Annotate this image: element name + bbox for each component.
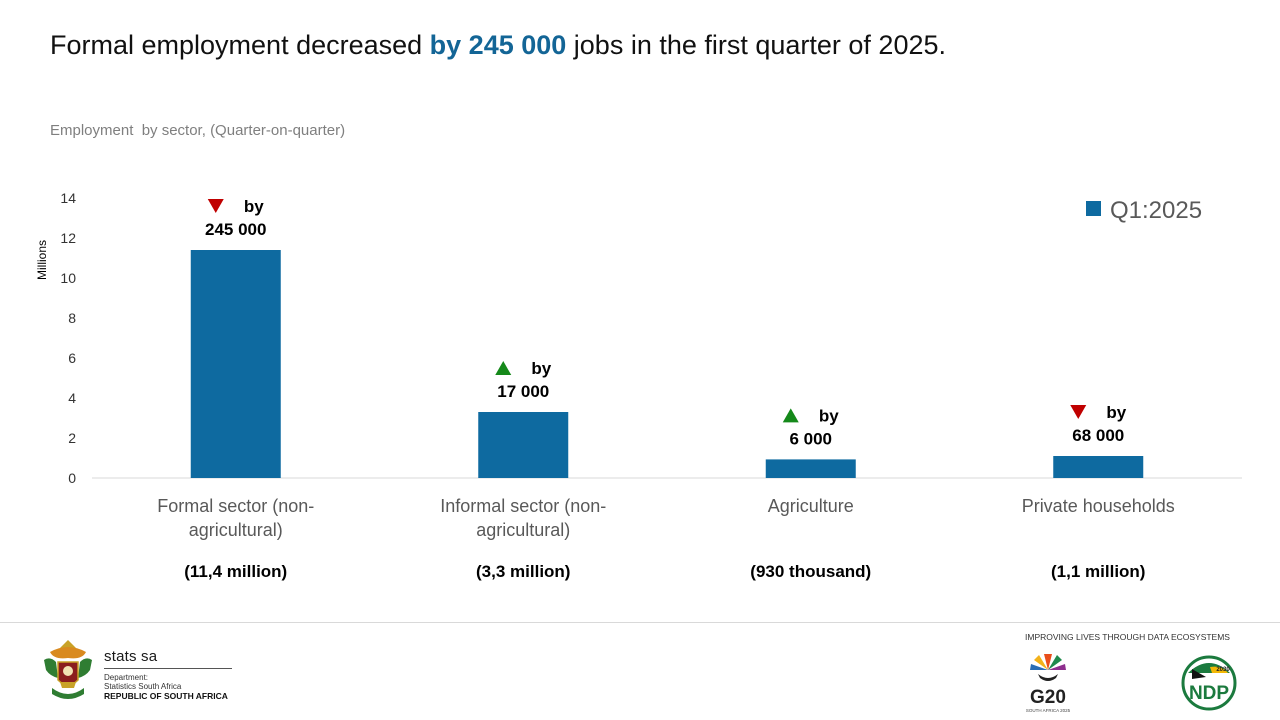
x-category-label: Agriculture: [768, 496, 854, 516]
y-tick-label: 2: [68, 430, 76, 446]
x-category-label: agricultural): [189, 520, 283, 540]
coat-of-arms-logo: [44, 640, 92, 699]
y-tick-label: 12: [60, 230, 76, 246]
bar-chart: 0 2 4 6 8 10 12 14 Millions by 245 000 Formal secto…: [35, 190, 1242, 581]
x-category-label: Formal sector (non-: [157, 496, 314, 516]
y-tick-label: 4: [68, 390, 76, 406]
country-name: REPUBLIC OF SOUTH AFRICA: [104, 691, 228, 701]
bar: [190, 250, 281, 478]
tagline: IMPROVING LIVES THROUGH DATA ECOSYSTEMS: [1025, 632, 1230, 642]
chart-subtitle: Employment by sector, (Quarter-on-quarte…: [50, 122, 346, 139]
x-category-label: Informal sector (non-: [440, 496, 606, 516]
headline-highlight: by 245 000: [429, 30, 567, 60]
ndp-text: NDP: [1189, 683, 1229, 704]
total-label: (930 thousand): [750, 562, 871, 581]
dept-line-1: Department:: [104, 673, 149, 682]
stats-sa-logo: stats sa Department: Statistics South Af…: [104, 648, 232, 702]
change-label-value: 17 000: [497, 382, 549, 401]
logo-rule: [104, 668, 232, 669]
change-label-by: by: [244, 197, 264, 216]
legend-label: Q1:2025: [1110, 197, 1202, 224]
x-category-label: agricultural): [476, 520, 570, 540]
legend-swatch: [1086, 201, 1101, 216]
down-arrow-icon: [1070, 405, 1087, 419]
bar: [478, 412, 569, 478]
headline-after: jobs in the first quarter of 2025.: [566, 30, 946, 60]
ndp-logo: NDP 2030: [1181, 655, 1237, 711]
g20-sub: SOUTH AFRICA 2025: [1026, 708, 1071, 713]
change-label-value: 245 000: [205, 220, 266, 239]
up-arrow-icon: [495, 361, 512, 375]
total-label: (3,3 million): [476, 562, 570, 581]
headline: Formal employment decreased by 245 000 j…: [50, 30, 946, 61]
y-tick-label: 6: [68, 350, 76, 366]
headline-before: Formal employment decreased: [50, 30, 430, 60]
y-tick-label: 14: [60, 190, 76, 206]
y-tick-label: 8: [68, 310, 76, 326]
g20-logo: G20 SOUTH AFRICA 2025: [1026, 654, 1071, 713]
x-category-label: Private households: [1022, 496, 1175, 516]
g20-text: G20: [1030, 687, 1066, 708]
change-label-value: 6 000: [789, 429, 832, 448]
change-label-by: by: [1106, 403, 1126, 422]
footer-divider: [0, 622, 1280, 623]
total-label: (11,4 million): [184, 562, 287, 581]
y-tick-label: 10: [60, 270, 76, 286]
org-name: stats sa: [104, 648, 158, 665]
bar: [1053, 456, 1144, 478]
dept-line-2: Statistics South Africa: [104, 682, 182, 691]
y-tick-label: 0: [68, 470, 76, 486]
change-label-value: 68 000: [1072, 426, 1124, 445]
total-label: (1,1 million): [1051, 562, 1145, 581]
y-axis-label: Millions: [35, 240, 49, 280]
down-arrow-icon: [207, 199, 224, 213]
up-arrow-icon: [782, 408, 799, 423]
ndp-year: 2030: [1216, 667, 1230, 673]
bar: [765, 459, 856, 478]
change-label-by: by: [819, 406, 839, 425]
change-label-by: by: [531, 359, 551, 378]
